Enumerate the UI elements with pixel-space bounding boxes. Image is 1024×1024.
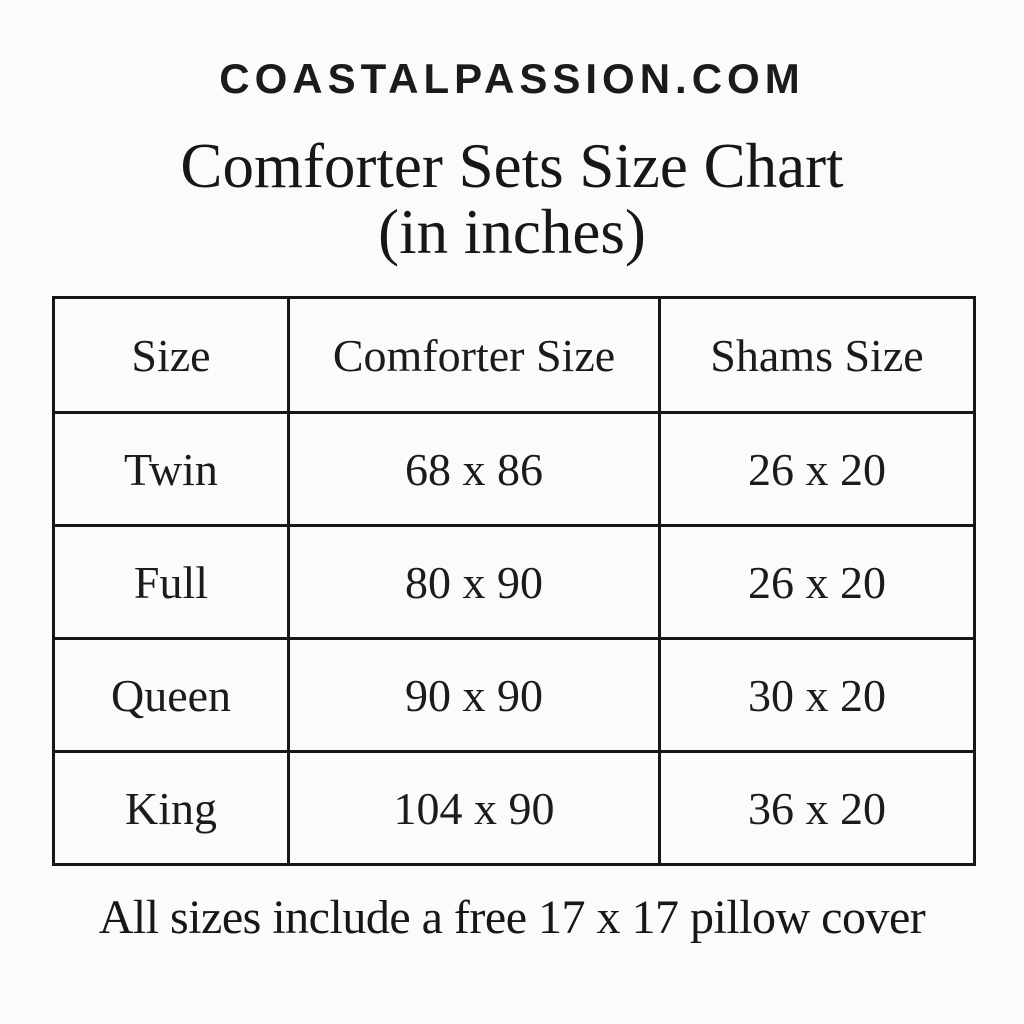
cell-queen-shams: 30 x 20 — [658, 637, 976, 753]
cell-full-shams: 26 x 20 — [658, 524, 976, 640]
column-header-size: Size — [52, 296, 290, 414]
cell-full-comforter: 80 x 90 — [287, 524, 661, 640]
table-row-queen: Queen 90 x 90 30 x 20 — [52, 637, 976, 753]
table-row-full: Full 80 x 90 26 x 20 — [52, 524, 976, 640]
cell-king-shams: 36 x 20 — [658, 750, 976, 866]
cell-king-comforter: 104 x 90 — [287, 750, 661, 866]
cell-king-size: King — [52, 750, 290, 866]
cell-queen-comforter: 90 x 90 — [287, 637, 661, 753]
table-row-king: King 104 x 90 36 x 20 — [52, 750, 976, 866]
cell-full-size: Full — [52, 524, 290, 640]
column-header-shams-size: Shams Size — [658, 296, 976, 414]
page-title-line2: (in inches) — [378, 197, 646, 268]
page-title: Comforter Sets Size Chart (in inches) — [0, 133, 1024, 265]
column-header-comforter-size: Comforter Size — [287, 296, 661, 414]
cell-twin-comforter: 68 x 86 — [287, 411, 661, 527]
size-chart-table: Size Comforter Size Shams Size Twin 68 x… — [52, 296, 976, 866]
cell-twin-size: Twin — [52, 411, 290, 527]
cell-queen-size: Queen — [52, 637, 290, 753]
table-row-twin: Twin 68 x 86 26 x 20 — [52, 411, 976, 527]
footnote: All sizes include a free 17 x 17 pillow … — [98, 891, 926, 944]
site-name: COASTALPASSION.COM — [219, 55, 805, 102]
table-header-row: Size Comforter Size Shams Size — [52, 296, 976, 414]
cell-twin-shams: 26 x 20 — [658, 411, 976, 527]
page-title-line1: Comforter Sets Size Chart — [180, 131, 844, 201]
